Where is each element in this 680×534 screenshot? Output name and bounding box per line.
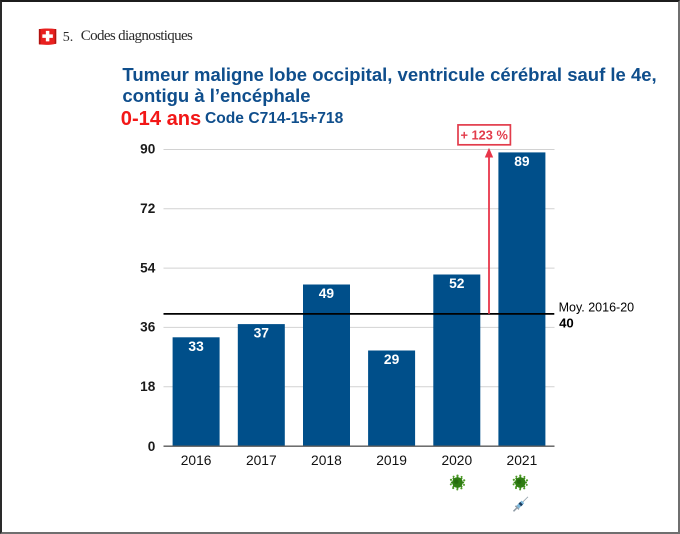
svg-text:2020: 2020 <box>441 453 472 468</box>
svg-text:90: 90 <box>140 142 155 157</box>
svg-text:+ 123 %: + 123 % <box>461 128 509 143</box>
svg-text:40: 40 <box>559 315 574 330</box>
svg-text:72: 72 <box>140 201 156 216</box>
svg-text:36: 36 <box>140 320 156 335</box>
svg-text:37: 37 <box>254 326 270 341</box>
svg-text:Moy. 2016-20: Moy. 2016-20 <box>559 301 635 315</box>
svg-text:0: 0 <box>148 439 156 454</box>
svg-text:2017: 2017 <box>246 453 277 468</box>
svg-text:2018: 2018 <box>311 453 342 468</box>
svg-text:89: 89 <box>514 154 530 169</box>
svg-text:2016: 2016 <box>181 453 212 468</box>
svg-text:29: 29 <box>384 352 400 367</box>
svg-text:18: 18 <box>140 379 156 394</box>
svg-text:2019: 2019 <box>376 453 407 468</box>
svg-text:54: 54 <box>140 260 156 275</box>
svg-text:49: 49 <box>319 286 335 301</box>
svg-text:52: 52 <box>449 276 465 291</box>
svg-text:33: 33 <box>188 339 204 354</box>
svg-text:2021: 2021 <box>507 453 538 468</box>
